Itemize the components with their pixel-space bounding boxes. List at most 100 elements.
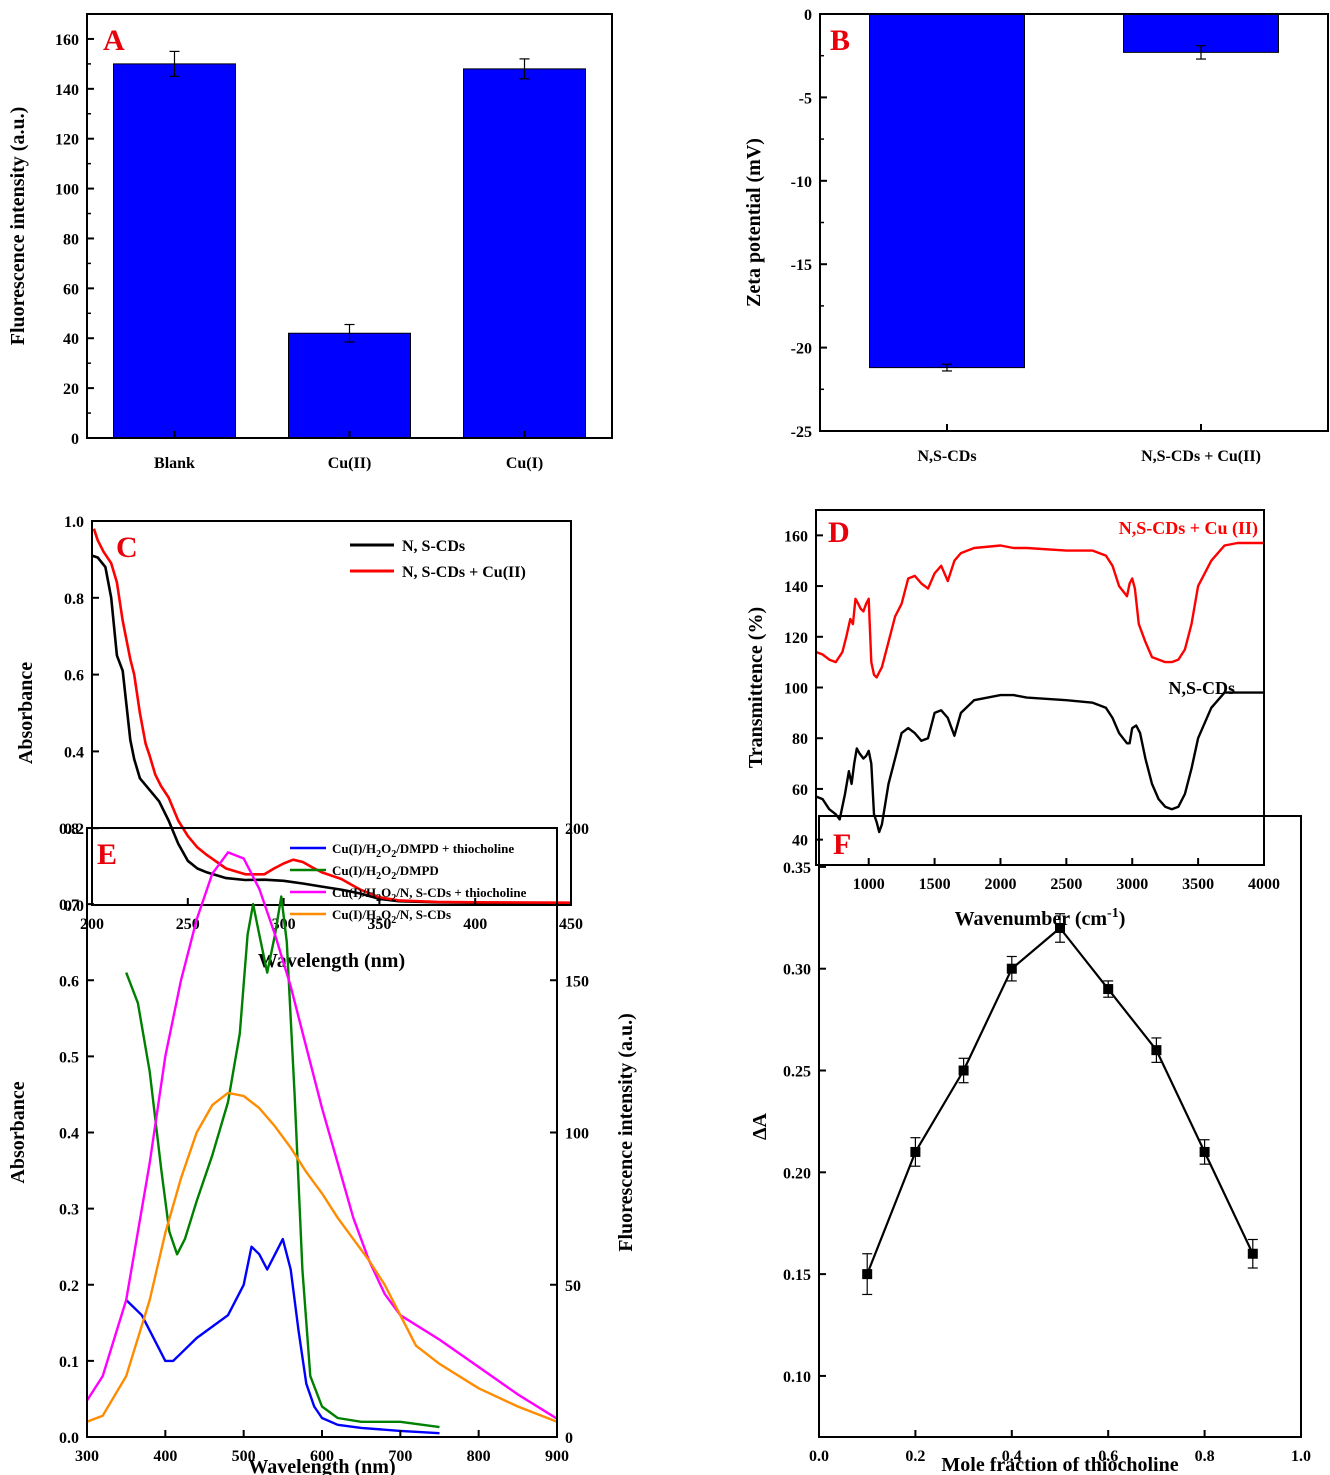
panel-e-y2tick-label: 100 (565, 1126, 589, 1143)
panel-a-ylabel: Fluorescence intensity (a.u.) (7, 107, 29, 346)
legend-part: O (381, 885, 391, 900)
data-point (1006, 963, 1017, 974)
panel-d-xlabel: Wavenumber (cm-1) (955, 906, 1126, 930)
panel-a-ytick-label: 160 (55, 32, 79, 49)
legend-sub: 2 (391, 871, 396, 882)
panel-b-ytick-label: 0 (804, 7, 812, 24)
panel-a: Blank Cu(II) Cu(I) 0 20 40 60 80 100 120 140 160 Flu… (7, 13, 613, 472)
panel-e-xlabel: Wavelength (nm) (248, 1456, 395, 1475)
panel-f-xtick-label: 0.2 (905, 1448, 925, 1465)
legend-part: O (381, 863, 391, 878)
legend-sub: 2 (376, 871, 381, 882)
panel-f-xtick-label: 1.0 (1291, 1448, 1311, 1465)
panel-f-xlabel: Mole fraction of thiocholine (941, 1454, 1178, 1475)
panel-e-xtick-label: 500 (232, 1448, 256, 1465)
panel-c-label: C (116, 531, 138, 564)
panel-c-ytick-label: 0.0 (64, 898, 84, 915)
panel-c-xtick-label: 200 (80, 916, 104, 933)
series-line-ns-cds-cu2 (815, 541, 1264, 679)
panel-a-ytick-label: 0 (71, 431, 79, 448)
panel-f-xtick-label: 0.8 (1195, 1448, 1215, 1465)
annotation-ns-cds-cu2: N,S-CDs + Cu (II) (1119, 518, 1258, 539)
panel-d-label: D (828, 516, 850, 549)
panel-f-ytick-label: 0.10 (783, 1369, 811, 1386)
panel-d-xtick-label: 4000 (1248, 876, 1280, 893)
panel-d-xtick-label: 2500 (1050, 876, 1082, 893)
panel-d-ytick-label: 120 (784, 630, 808, 647)
series-line-ns-cds (86, 1091, 558, 1423)
panel-c-ytick-label: 1.0 (64, 514, 84, 531)
panel-c-xlabel: Wavelength (nm) (258, 950, 405, 972)
panel-e-y2tick-label: 50 (565, 1278, 581, 1295)
legend-sub: 2 (376, 849, 381, 860)
panel-d-xtick-label: 3500 (1182, 876, 1214, 893)
panel-d-xtick-label: 3000 (1116, 876, 1148, 893)
panel-e-y2tick-label: 150 (565, 973, 589, 990)
panel-e-ytick-label: 0.6 (59, 973, 79, 990)
legend-part: Cu(I)/H (332, 907, 376, 922)
legend-part: Cu(I)/H (332, 885, 376, 900)
panel-b-ylabel: Zeta potential (mV) (743, 138, 765, 307)
panel-e-ytick-label: 0.3 (59, 1202, 79, 1219)
panel-e-ytick-label: 0.7 (59, 897, 79, 914)
panel-e-xtick-label: 800 (467, 1448, 491, 1465)
panel-c-ytick-label: 0.4 (64, 744, 84, 761)
data-point (958, 1065, 969, 1076)
panel-e-ytick-label: 0.2 (59, 1278, 79, 1295)
legend-entry: Cu(I)/H2O2/DMPD (332, 863, 439, 882)
panel-d-xtick-label: 1500 (919, 876, 951, 893)
panel-d-xtick-label: 2000 (984, 876, 1016, 893)
panel-d-ytick-label: 140 (784, 579, 808, 596)
legend-entry: Cu(I)/H2O2/DMPD + thiocholine (332, 841, 514, 860)
legend-part: /DMPD + thiocholine (395, 841, 514, 856)
legend-entry: Cu(I)/H2O2/N, S-CDs (332, 907, 451, 926)
panel-d-ytick-label: 60 (792, 782, 808, 799)
panel-b-label: B (830, 24, 850, 57)
legend-entry: N, S-CDs + Cu(II) (402, 564, 526, 581)
legend-entry: N, S-CDs (402, 538, 465, 555)
series-line-ns-cds (815, 691, 1264, 834)
category-label: N,S-CDs + Cu(II) (1141, 448, 1261, 465)
legend-part: Cu(I)/H (332, 863, 376, 878)
panel-d-ylabel: Transmittence (%) (745, 607, 767, 768)
panel-e-y2tick-label: 200 (565, 821, 589, 838)
legend-part: /N, S-CDs (395, 907, 451, 922)
panel-d-ytick-label: 80 (792, 731, 808, 748)
series-line-dmpd (125, 895, 440, 1429)
panel-d-ytick-label: 100 (784, 681, 808, 698)
panel-f-label: F (833, 828, 851, 861)
panel-c-ytick-label: 0.6 (64, 668, 84, 685)
legend-sub: 2 (391, 849, 396, 860)
legend-sub: 2 (376, 893, 381, 904)
panel-e-y2tick-label: 0 (565, 1430, 573, 1447)
panel-c-xtick-label: 450 (559, 916, 583, 933)
panel-f: 0.10 0.15 0.20 0.25 0.30 0.35 0.0 0.2 0.4 0.6 0.8 1… (749, 815, 1311, 1475)
panel-b-ytick-label: -20 (791, 341, 812, 358)
panel-c-ytick-label: 0.8 (64, 591, 84, 608)
panel-f-ytick-label: 0.35 (783, 860, 811, 877)
legend-part: Cu(I)/H (332, 841, 376, 856)
panel-f-ytick-label: 0.15 (783, 1267, 811, 1284)
bar-cui (463, 68, 586, 439)
panel-f-frame (818, 815, 1302, 1438)
panel-f-xtick-label: 0.4 (1002, 1448, 1022, 1465)
panel-b-ytick-label: -5 (799, 90, 812, 107)
panel-b: N,S-CDs N,S-CDs + Cu(II) -25 -20 -15 -10 -5 0 Ze… (743, 7, 1329, 465)
series-line-ns-cds-cu2 (92, 528, 572, 905)
panel-e-ytick-label: 0.0 (59, 1430, 79, 1447)
panel-f-xtick-label: 0.0 (809, 1448, 829, 1465)
legend-entry: Cu(I)/H2O2/N, S-CDs + thiocholine (332, 885, 527, 904)
legend-sub: 2 (391, 915, 396, 926)
panel-e-xtick-label: 600 (310, 1448, 334, 1465)
panel-c-ytick-label: 0.2 (64, 821, 84, 838)
panel-a-ytick-label: 40 (63, 331, 79, 348)
data-point (1247, 1248, 1258, 1259)
legend-sub: 2 (391, 893, 396, 904)
xlabel-text: Wavenumber (cm (955, 908, 1108, 930)
panel-d-ytick-label: 40 (792, 833, 808, 850)
panel-a-ytick-label: 100 (55, 182, 79, 199)
panel-e-xtick-label: 700 (388, 1448, 412, 1465)
panel-e-y2label: Fluorescence intensity (a.u.) (615, 1013, 637, 1252)
panel-a-ytick-label: 140 (55, 82, 79, 99)
